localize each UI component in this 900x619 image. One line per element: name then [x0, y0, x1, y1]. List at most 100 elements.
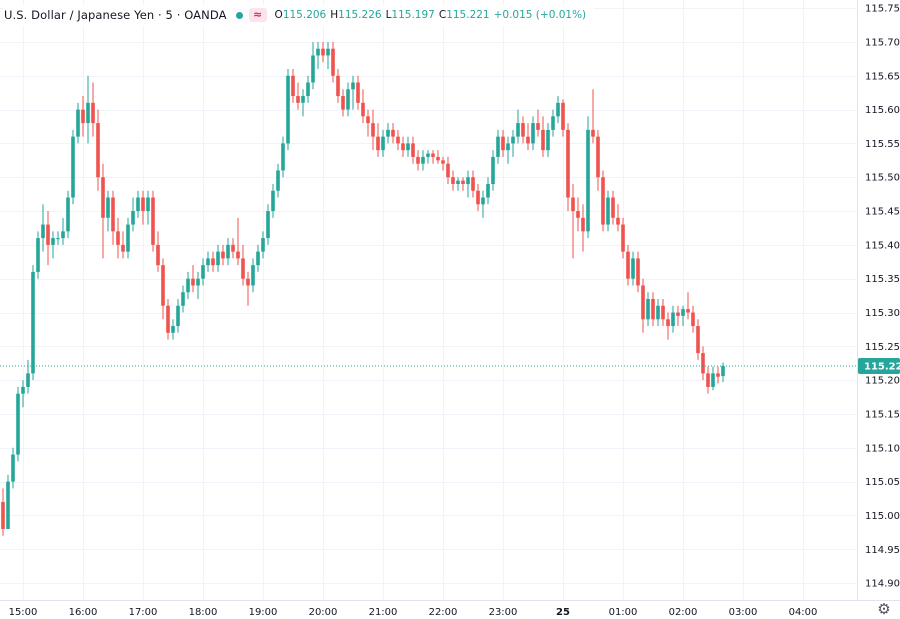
candle-body: [31, 271, 35, 374]
candle-down: [651, 292, 655, 327]
candle-up: [546, 123, 550, 157]
change-value: +0.015 (+0.01%): [493, 9, 587, 21]
candle-down: [476, 183, 480, 212]
candle-body: [591, 129, 595, 137]
candle-down: [601, 170, 605, 232]
candle-up: [26, 359, 30, 394]
candle-body: [416, 156, 420, 164]
candle-body: [381, 136, 385, 151]
candle-down: [436, 150, 440, 164]
candle-body: [201, 265, 205, 279]
candle-body: [691, 312, 695, 327]
candle-down: [191, 265, 195, 293]
last-price-tag-box: [858, 357, 900, 374]
candle-down: [641, 278, 645, 333]
candle-down: [571, 183, 575, 259]
candle-body: [91, 102, 95, 124]
symbol-title[interactable]: U.S. Dollar / Japanese Yen · 5 · OANDA: [4, 8, 227, 22]
candle-down: [716, 366, 720, 384]
price-tick-label: 115.550: [865, 139, 900, 150]
candle-body: [56, 238, 60, 240]
candle-body: [446, 163, 450, 178]
market-status-dot-icon: [235, 11, 243, 19]
candle-body: [141, 197, 145, 212]
candle-up: [301, 89, 305, 117]
candle-up: [281, 136, 285, 178]
price-tick-label: 115.000: [865, 511, 900, 522]
candle-up: [421, 150, 425, 171]
candle-up: [76, 102, 80, 144]
candle-up: [181, 285, 185, 313]
candle-body: [166, 305, 170, 333]
candle-up: [31, 265, 35, 381]
open-value: 115.206: [282, 9, 327, 21]
candle-down: [416, 150, 420, 171]
price-tick-label: 115.450: [865, 207, 900, 218]
candle-body: [71, 136, 75, 198]
candle-down: [591, 89, 595, 144]
candle-body: [181, 292, 185, 306]
candle-body: [191, 278, 195, 286]
candle-body: [21, 386, 25, 394]
candle-body: [546, 129, 550, 151]
candle-up: [131, 197, 135, 232]
candle-body: [36, 238, 40, 272]
candle-body: [676, 312, 680, 316]
candle-up: [646, 292, 650, 327]
candle-up: [6, 474, 10, 529]
candle-down: [101, 163, 105, 259]
candle-body: [121, 244, 125, 252]
candle-up: [306, 75, 310, 103]
candle-series: [1, 41, 725, 536]
candle-up: [106, 190, 110, 232]
candle-down: [566, 123, 570, 212]
time-tick-label: 18:00: [189, 607, 218, 618]
candle-up: [266, 204, 270, 245]
candle-up: [511, 129, 515, 157]
candle-down: [561, 99, 565, 137]
compare-wave-icon[interactable]: ≈: [248, 8, 267, 22]
candle-body: [661, 305, 665, 320]
candle-up: [671, 305, 675, 333]
candle-body: [106, 197, 110, 218]
candle-up: [286, 68, 290, 151]
candle-down: [321, 41, 325, 63]
candle-body: [291, 75, 295, 97]
candle-body: [246, 278, 250, 286]
candle-down: [356, 75, 360, 110]
time-tick-label: 25: [556, 607, 570, 618]
candle-body: [226, 244, 230, 259]
candle-body: [491, 156, 495, 184]
candle-body: [401, 143, 405, 151]
time-tick-label: 01:00: [609, 607, 638, 618]
price-tick-label: 114.900: [865, 579, 900, 590]
candle-down: [296, 82, 300, 110]
candle-body: [651, 298, 655, 320]
candle-body: [466, 177, 470, 184]
candle-up: [201, 258, 205, 286]
candle-up: [136, 190, 140, 218]
candle-body: [271, 190, 275, 212]
settings-gear-icon[interactable]: ⚙: [877, 600, 891, 618]
candle-body: [16, 393, 20, 455]
candle-body: [686, 309, 690, 313]
price-tick-label: 115.600: [865, 105, 900, 116]
candle-body: [66, 197, 70, 232]
time-tick-label: 20:00: [309, 607, 338, 618]
candle-body: [601, 177, 605, 225]
candle-body: [551, 116, 555, 130]
price-axis: 115.750 115.700 115.650 115.600 115.550 115.5…: [865, 4, 900, 590]
candle-body: [411, 143, 415, 157]
candle-body: [696, 326, 700, 354]
candle-body: [316, 48, 320, 56]
price-tick-label: 115.250: [865, 342, 900, 353]
candle-body: [571, 197, 575, 212]
candle-body: [541, 129, 545, 151]
candle-body: [306, 82, 310, 97]
candle-body: [26, 373, 30, 387]
candle-body: [266, 211, 270, 239]
candle-up: [271, 183, 275, 218]
open-label: O: [274, 9, 283, 21]
symbol-legend: U.S. Dollar / Japanese Yen · 5 · OANDA ≈…: [4, 4, 595, 26]
